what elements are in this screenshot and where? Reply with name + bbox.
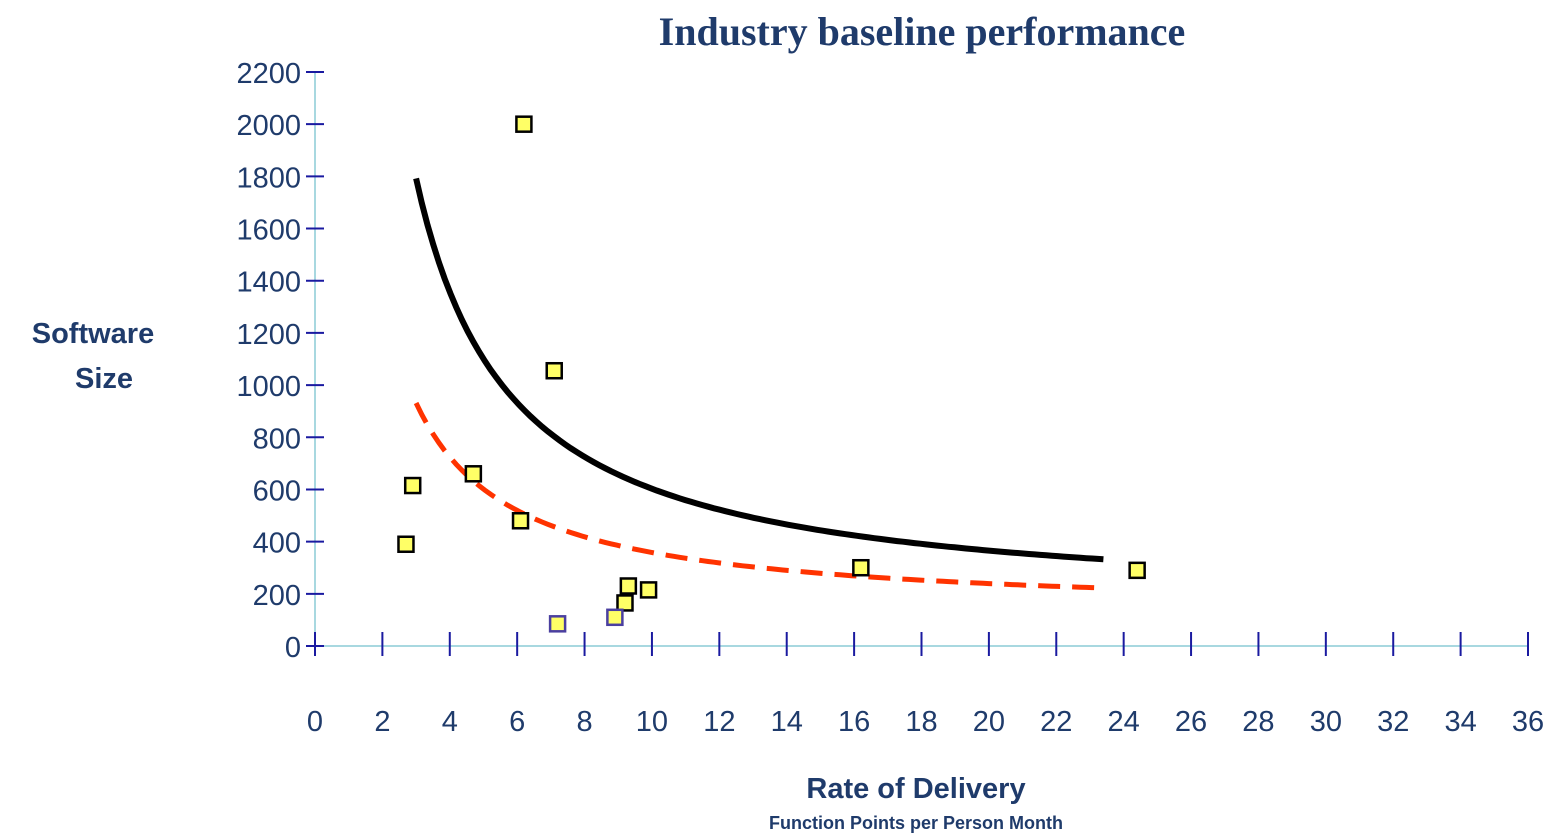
data-point	[511, 512, 530, 530]
x-tick-label: 6	[509, 706, 525, 738]
data-point	[545, 361, 563, 380]
y-tick-label: 400	[253, 528, 301, 560]
y-axis-label-line1: Software	[32, 318, 154, 350]
x-axis-sublabel: Function Points per Person Month	[769, 813, 1063, 833]
y-tick-label: 600	[253, 475, 301, 507]
solid-trend-curve	[413, 177, 1104, 563]
x-tick-label: 4	[442, 706, 458, 738]
data-point	[616, 594, 634, 612]
y-tick-label: 1600	[236, 215, 301, 247]
y-tick-label: 1800	[236, 162, 301, 194]
x-tick-label: 28	[1242, 706, 1274, 738]
data-point	[639, 581, 658, 599]
x-tick-label: 10	[636, 706, 668, 738]
axes: 0200400600800100012001400160018002000220…	[236, 58, 1544, 738]
data-point	[619, 577, 638, 595]
x-tick-label: 32	[1377, 706, 1409, 738]
y-tick-label: 800	[253, 423, 301, 455]
trend-curves	[413, 177, 1104, 591]
x-tick-label: 8	[576, 706, 592, 738]
x-tick-label: 2	[374, 706, 390, 738]
chart-title: Industry baseline performance	[659, 9, 1186, 54]
x-tick-label: 18	[905, 706, 937, 738]
x-tick-label: 22	[1040, 706, 1072, 738]
y-tick-label: 2200	[236, 58, 301, 90]
dashed-trend-curve	[413, 401, 1104, 591]
x-tick-label: 0	[307, 706, 323, 738]
data-point	[606, 608, 624, 627]
data-point	[403, 476, 422, 495]
data-point	[397, 535, 415, 553]
data-point	[1128, 561, 1146, 580]
x-axis-label: Rate of Delivery	[806, 773, 1025, 805]
data-points	[397, 115, 1146, 633]
x-tick-label: 20	[973, 706, 1005, 738]
data-point	[548, 615, 567, 633]
y-tick-label: 2000	[236, 110, 301, 142]
x-tick-label: 24	[1108, 706, 1140, 738]
data-point	[852, 558, 870, 577]
x-tick-label: 16	[838, 706, 870, 738]
y-tick-label: 1000	[236, 371, 301, 403]
data-point	[464, 465, 483, 483]
x-tick-label: 30	[1310, 706, 1342, 738]
x-tick-label: 14	[771, 706, 803, 738]
x-tick-label: 36	[1512, 706, 1544, 738]
data-point	[515, 115, 533, 133]
y-tick-label: 1400	[236, 267, 301, 299]
y-tick-label: 1200	[236, 319, 301, 351]
y-tick-label: 0	[285, 632, 301, 664]
x-tick-label: 26	[1175, 706, 1207, 738]
x-tick-label: 12	[703, 706, 735, 738]
x-tick-label: 34	[1444, 706, 1476, 738]
y-axis-label-line2: Size	[75, 363, 133, 395]
y-tick-label: 200	[253, 580, 301, 612]
